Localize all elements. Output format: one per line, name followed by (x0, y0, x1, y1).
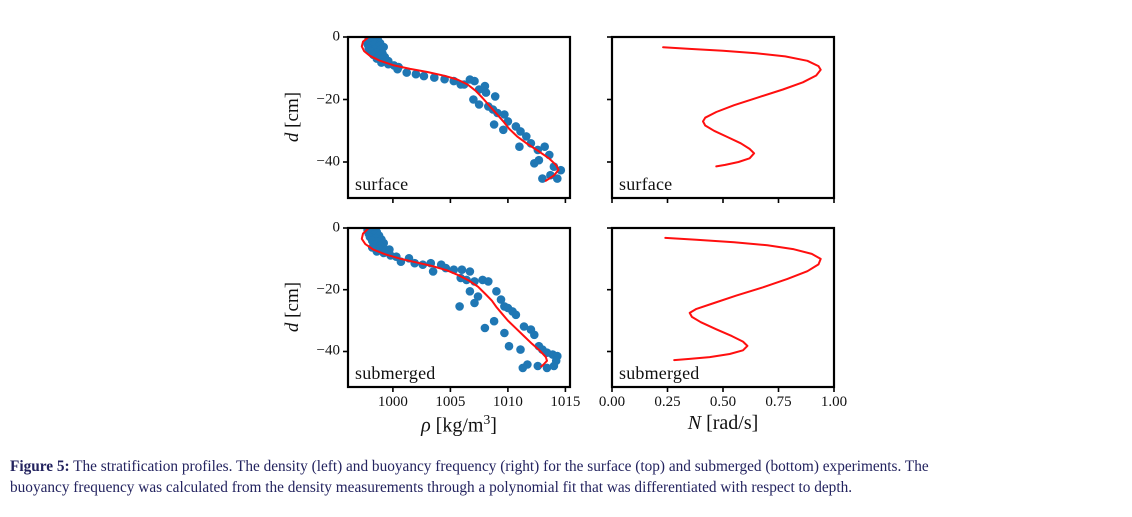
submerged-buoyancy-plot: submerged 0.00 0.25 0.50 0.75 1.00 (599, 226, 847, 410)
submerged-density-point (504, 341, 514, 351)
x-axis-label-density: ρ [kg/m3] (421, 412, 497, 438)
density-unit-close: ] (490, 414, 497, 437)
y-axis-label-depth-top: d [cm] (282, 92, 304, 142)
submerged-density-point (484, 277, 493, 286)
submerged-density-xtick-label: 1000 (377, 394, 408, 410)
surface-density-point (493, 108, 502, 118)
density-unit-exponent: 3 (483, 412, 491, 427)
surface-density-point (540, 142, 549, 151)
submerged-buoyancy-canvas (607, 226, 836, 392)
submerged-density-point (457, 265, 467, 274)
plot-label-submerged-buoyancy: submerged (619, 363, 700, 383)
submerged-density-point (500, 328, 509, 338)
surface-density-point (489, 120, 499, 129)
buoyancy-symbol: N (687, 412, 702, 434)
y-axis-label-depth-bottom: d [cm] (282, 282, 304, 332)
submerged-density-point (473, 292, 483, 301)
submerged-density-xtick-label: 1005 (435, 394, 466, 410)
submerged-density-plot: submerged 1000 1005 1010 1015 0 −20 −40 (317, 220, 581, 411)
surface-density-point (474, 100, 484, 109)
x-axis-label-buoyancy: N [rad/s] (688, 412, 759, 435)
submerged-density-point (533, 361, 543, 371)
surface-density-point (500, 110, 509, 119)
submerged-buoyancy-xtick-label: 1.00 (820, 394, 848, 410)
submerged-density-point (516, 345, 525, 354)
submerged-density-point (470, 298, 479, 308)
plot-label-surface-density: surface (355, 174, 409, 194)
submerged-density-ytick-label: 0 (332, 219, 341, 236)
submerged-density-point (489, 316, 499, 326)
surface-density-point (516, 127, 525, 136)
figure-number: Figure 5: (10, 458, 70, 475)
submerged-density-ytick-label: −20 (316, 281, 340, 298)
submerged-density-point (455, 302, 464, 311)
submerged-density-xtick-label: 1010 (492, 394, 523, 410)
submerged-density-point (428, 267, 438, 276)
surface-density-point (419, 71, 429, 81)
surface-buoyancy-canvas (607, 35, 836, 203)
submerged-buoyancy-xtick-label: 0.50 (709, 394, 737, 410)
plot-label-submerged-density: submerged (355, 363, 436, 383)
submerged-density-fit-line (360, 228, 548, 368)
surface-density-plot: surface 0 −20 −40 (317, 29, 572, 203)
submerged-density-xtick-label: 1015 (550, 394, 581, 410)
caption-line-2: buoyancy frequency was calculated from t… (10, 479, 853, 496)
submerged-density-canvas (343, 226, 572, 392)
surface-density-ytick-label: −40 (316, 153, 340, 170)
submerged-density-point (480, 323, 490, 333)
submerged-density-point (465, 287, 475, 296)
density-unit: [kg/m (430, 414, 484, 437)
submerged-density-point (496, 295, 506, 304)
surface-density-point (522, 132, 531, 141)
submerged-density-point (549, 361, 559, 371)
density-symbol: ρ (421, 414, 431, 437)
surface-density-point (490, 92, 500, 101)
surface-density-point (553, 174, 562, 183)
surface-buoyancy-fit-line (662, 46, 822, 168)
submerged-density-ytick-label: −40 (316, 342, 340, 359)
caption-text-1: The stratification profiles. The density… (69, 458, 929, 475)
surface-density-point (499, 125, 508, 135)
submerged-buoyancy-fit-line (664, 236, 822, 362)
surface-density-point (480, 81, 490, 91)
submerged-density-point (492, 287, 501, 296)
surface-density-fit-line (360, 37, 560, 182)
submerged-buoyancy-xtick-label: 0.75 (765, 394, 792, 410)
surface-density-point (402, 68, 411, 77)
buoyancy-unit: [rad/s] (701, 412, 759, 434)
surface-density-ytick-label: 0 (332, 28, 341, 45)
submerged-density-point (519, 322, 529, 331)
surface-density-point (481, 88, 491, 97)
surface-density-point (430, 73, 439, 82)
submerged-density-point (518, 363, 528, 373)
submerged-density-point (542, 363, 552, 373)
submerged-density-point (530, 330, 539, 340)
surface-buoyancy-plot: surface (607, 35, 836, 203)
surface-density-ytick-label: −20 (316, 91, 340, 108)
submerged-buoyancy-xtick-label: 0.25 (654, 394, 681, 410)
depth-unit: [cm] (282, 281, 303, 323)
surface-density-point (530, 159, 539, 168)
plot-label-surface-buoyancy: surface (619, 174, 673, 194)
surface-density-point (515, 142, 524, 151)
depth-symbol: d (282, 322, 303, 333)
depth-symbol: d (282, 132, 303, 143)
surface-density-point (469, 95, 478, 104)
submerged-buoyancy-xtick-label: 0.00 (598, 394, 626, 410)
submerged-density-point (511, 310, 521, 320)
surface-density-point (538, 174, 547, 183)
surface-density-canvas (343, 35, 572, 203)
depth-unit: [cm] (282, 91, 303, 133)
caption-line-1: Figure 5: The stratification profiles. T… (10, 456, 1128, 477)
submerged-density-point (465, 267, 475, 276)
surface-density-point (470, 76, 479, 86)
surface-density-point (411, 69, 421, 79)
figure-caption: Figure 5: The stratification profiles. T… (10, 456, 1128, 498)
